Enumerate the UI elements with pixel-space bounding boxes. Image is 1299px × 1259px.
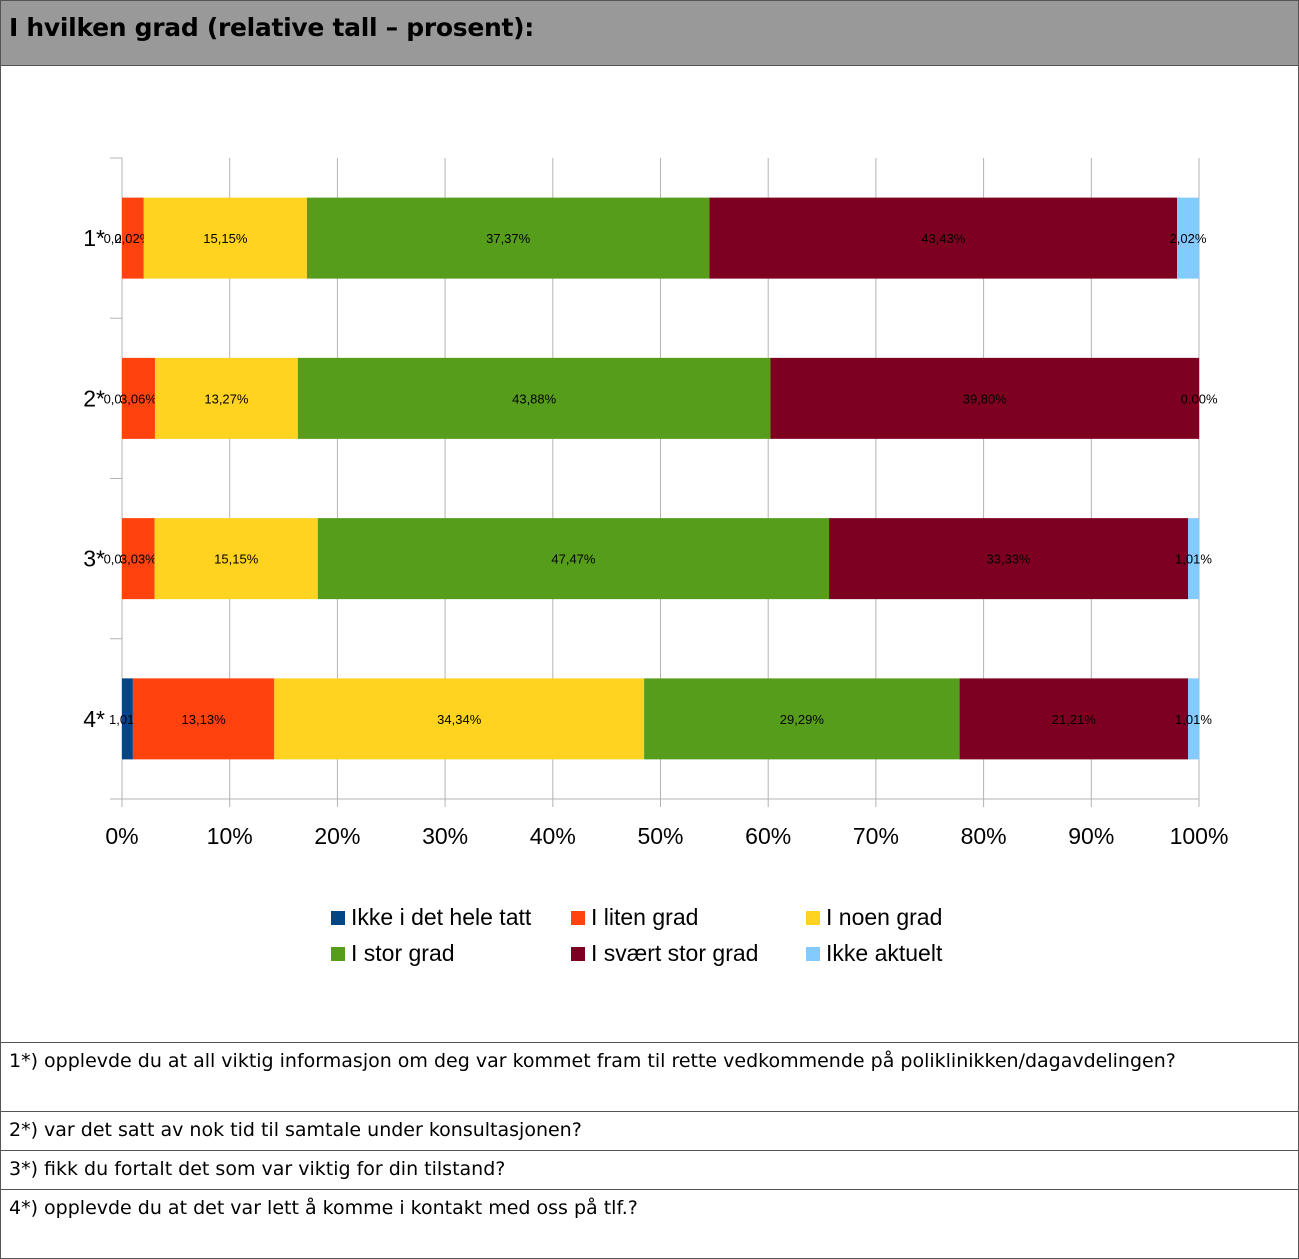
note-1: 1*) opplevde du at all viktig informasjo…: [1, 1042, 1298, 1111]
note-4: 4*) opplevde du at det var lett å komme …: [1, 1189, 1298, 1228]
legend-swatch: [571, 946, 585, 961]
x-tick-label: 30%: [422, 823, 468, 849]
bar-segment: [829, 518, 1189, 600]
x-tick-label: 10%: [207, 823, 253, 849]
bar-segment: [122, 518, 155, 600]
data-label: 33,33%: [986, 552, 1031, 567]
legend-item: Ikke i det hele tatt: [331, 904, 531, 931]
x-tick-label: 80%: [961, 823, 1007, 849]
bar-segment: [1177, 197, 1199, 279]
x-tick-label: 40%: [530, 823, 576, 849]
x-tick-label: 0%: [105, 823, 138, 849]
legend-swatch: [571, 910, 585, 925]
bar-segment: [709, 197, 1178, 279]
bar-segment: [122, 678, 133, 760]
bar-segment: [122, 357, 155, 439]
legend-label: I noen grad: [826, 904, 943, 930]
notes-list: 1*) opplevde du at all viktig informasjo…: [1, 1042, 1298, 1228]
legend-label: I svært stor grad: [591, 940, 759, 966]
page-title: I hvilken grad (relative tall – prosent)…: [9, 13, 534, 42]
bar-segment: [122, 197, 144, 279]
category-label: 3*: [83, 546, 105, 572]
category-label: 1*: [83, 225, 105, 251]
bar-segment: [1188, 518, 1199, 600]
x-tick-label: 100%: [1170, 823, 1229, 849]
data-label: 37,37%: [486, 231, 531, 246]
data-label: 3,06%: [120, 391, 157, 406]
legend-item: Ikke aktuelt: [806, 940, 942, 967]
category-label: 2*: [83, 385, 105, 411]
x-tick-label: 50%: [637, 823, 683, 849]
data-label: 43,43%: [921, 231, 966, 246]
note-3: 3*) fikk du fortalt det som var viktig f…: [1, 1150, 1298, 1189]
data-label: 2,02%: [1170, 231, 1207, 246]
bar-segment: [154, 518, 318, 600]
x-tick-label: 20%: [314, 823, 360, 849]
legend-swatch: [806, 946, 820, 961]
legend-label: I liten grad: [591, 904, 699, 930]
category-label: 4*: [83, 706, 105, 732]
data-label: 29,29%: [780, 712, 825, 727]
bar-segment: [306, 197, 710, 279]
legend-swatch: [331, 910, 345, 925]
bar-segment: [154, 357, 298, 439]
x-tick-label: 70%: [853, 823, 899, 849]
x-tick-label: 90%: [1068, 823, 1114, 849]
data-label: 13,13%: [182, 712, 227, 727]
stacked-bar-chart: 0% 10% 20% 30% 40% 50% 60% 70% 80% 90% 100% 1* 0,00%…: [83, 157, 1229, 849]
data-label: 1,01%: [1175, 712, 1212, 727]
bar-segment: [143, 197, 307, 279]
legend-label: Ikke i det hele tatt: [351, 904, 532, 930]
bar-segment: [297, 357, 771, 439]
legend-item: I stor grad: [331, 940, 455, 967]
chart-legend: Ikke i det hele tatt I liten grad I noen g…: [331, 904, 991, 974]
header-bar: I hvilken grad (relative tall – prosent)…: [1, 1, 1298, 66]
legend-label: Ikke aktuelt: [826, 940, 943, 966]
legend-item: I svært stor grad: [571, 940, 758, 967]
bar-segment: [317, 518, 830, 600]
data-label: 1,01%: [1175, 552, 1212, 567]
chart-area: 0% 10% 20% 30% 40% 50% 60% 70% 80% 90% 100% 1* 0,00%…: [1, 66, 1298, 1042]
data-label: 2,02%: [114, 231, 151, 246]
note-2: 2*) var det satt av nok tid til samtale …: [1, 1111, 1298, 1150]
legend-item: I noen grad: [806, 904, 942, 931]
data-label: 0,00%: [1181, 391, 1218, 406]
bar-segment: [274, 678, 645, 760]
bar-segment: [959, 678, 1189, 760]
bar-segment: [132, 678, 275, 760]
legend-item: I liten grad: [571, 904, 698, 931]
bar-segment: [1188, 678, 1199, 760]
bar-segment: [770, 357, 1200, 439]
data-label: 3,03%: [120, 552, 157, 567]
legend-label: I stor grad: [351, 940, 455, 966]
data-label: 21,21%: [1052, 712, 1097, 727]
data-label: 15,15%: [203, 231, 248, 246]
legend-swatch: [331, 946, 345, 961]
data-label: 13,27%: [204, 391, 249, 406]
x-tick-label: 60%: [745, 823, 791, 849]
bar-segment: [644, 678, 960, 760]
data-label: 47,47%: [551, 552, 596, 567]
data-label: 43,88%: [512, 391, 557, 406]
legend-swatch: [806, 910, 820, 925]
data-label: 34,34%: [437, 712, 482, 727]
data-label: 39,80%: [963, 391, 1008, 406]
data-label: 15,15%: [214, 552, 259, 567]
